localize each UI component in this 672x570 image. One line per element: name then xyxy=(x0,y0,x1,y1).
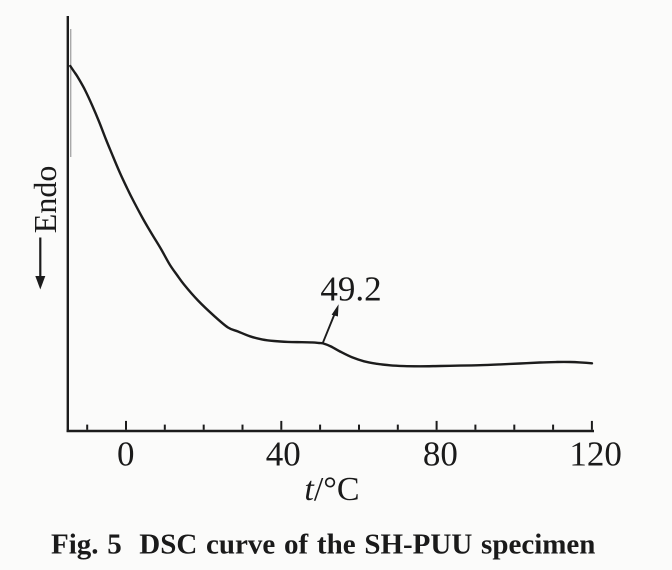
svg-text:Endo: Endo xyxy=(27,166,63,234)
svg-text:40: 40 xyxy=(266,434,301,473)
svg-text:Fig. 5 DSC curve of the SH-PU: Fig. 5 DSC curve of the SH-PUU specimen xyxy=(51,529,595,561)
svg-text:120: 120 xyxy=(569,434,622,473)
svg-text:49.2: 49.2 xyxy=(320,269,381,308)
svg-text:0: 0 xyxy=(117,434,135,473)
svg-text:t/°C: t/°C xyxy=(304,471,359,508)
svg-text:80: 80 xyxy=(423,434,458,473)
